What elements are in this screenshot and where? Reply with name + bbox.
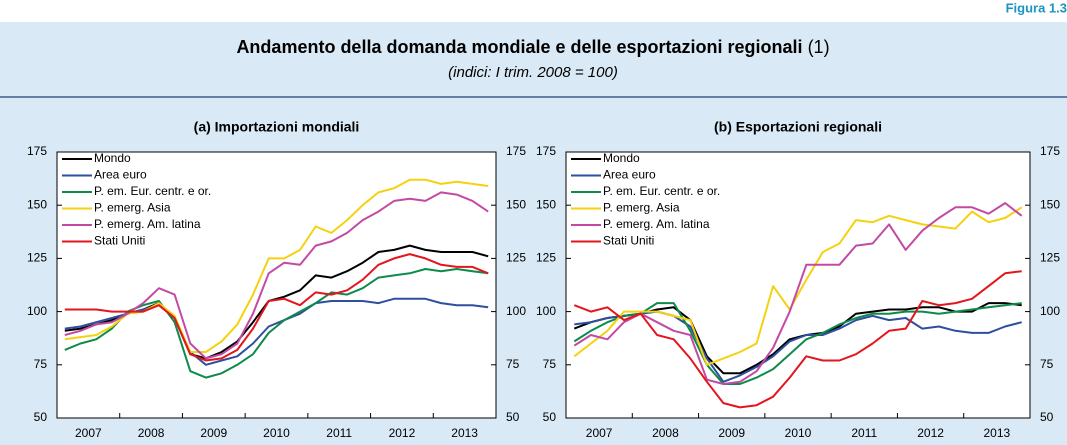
y-tick-label-right: 100 [506, 304, 526, 318]
y-tick-label: 100 [27, 304, 47, 318]
plot-area [565, 151, 1031, 419]
y-tick-label: 50 [34, 410, 48, 424]
x-tick-label: 2011 [326, 426, 352, 440]
series-line [573, 206, 1023, 366]
legend-label: Area euro [603, 168, 656, 182]
x-tick-label: 2011 [851, 426, 877, 440]
series-line [64, 191, 489, 360]
title-note: (1) [808, 37, 830, 57]
y-tick-label: 175 [536, 144, 556, 158]
legend-label: Area euro [94, 168, 147, 182]
title-main: Andamento della domanda mondiale e delle… [236, 37, 802, 57]
x-tick-label: 2010 [785, 426, 812, 440]
x-tick-label: 2009 [200, 426, 227, 440]
x-tick-label: 2008 [652, 426, 679, 440]
y-tick-label-right: 50 [1040, 410, 1054, 424]
legend-label: P. emerg. Am. latina [94, 217, 201, 231]
legend-label: P. emerg. Am. latina [603, 217, 710, 231]
y-tick-label: 150 [536, 197, 556, 211]
y-tick-label-right: 100 [1040, 304, 1060, 318]
y-tick-label-right: 50 [506, 410, 520, 424]
legend-label: Stati Uniti [94, 234, 145, 248]
y-tick-label-right: 125 [1040, 251, 1060, 265]
y-tick-label-right: 125 [506, 251, 526, 265]
series-line [573, 270, 1022, 409]
y-tick-label: 100 [536, 304, 556, 318]
legend-label: Mondo [603, 151, 640, 165]
legend-label: P. em. Eur. centr. e or. [94, 184, 211, 198]
y-tick-label: 75 [543, 357, 557, 371]
y-tick-label-right: 150 [506, 197, 526, 211]
legend-label: P. emerg. Asia [94, 201, 171, 215]
x-tick-label: 2013 [984, 426, 1011, 440]
plot-area [56, 151, 497, 419]
y-tick-label: 125 [536, 251, 556, 265]
x-tick-label: 2012 [917, 426, 944, 440]
x-tick-label: 2010 [263, 426, 290, 440]
figure-title: Andamento della domanda mondiale e delle… [236, 37, 829, 57]
y-tick-label: 75 [34, 357, 48, 371]
y-tick-label-right: 175 [506, 144, 526, 158]
x-tick-label: 2007 [75, 426, 102, 440]
series-line [574, 310, 1022, 383]
y-tick-label: 175 [27, 144, 47, 158]
legend-label: Stati Uniti [603, 234, 654, 248]
x-tick-label: 2013 [451, 426, 478, 440]
panel-title: (b) Esportazioni regionali [714, 119, 882, 135]
y-tick-label-right: 75 [1040, 357, 1054, 371]
y-tick-label: 50 [543, 410, 557, 424]
series-line [573, 302, 1022, 385]
y-tick-label: 125 [27, 251, 47, 265]
y-tick-label-right: 175 [1040, 144, 1060, 158]
panel-title: (a) Importazioni mondiali [194, 119, 360, 135]
y-tick-label: 150 [27, 197, 47, 211]
figure-subtitle: (indici: I trim. 2008 = 100) [448, 64, 618, 81]
x-tick-label: 2007 [586, 426, 613, 440]
series-line [573, 202, 1023, 385]
series-line [64, 253, 489, 362]
figure-label: Figura 1.3 [1006, 0, 1067, 15]
x-tick-label: 2012 [389, 426, 416, 440]
legend-label: P. em. Eur. centr. e or. [603, 184, 720, 198]
x-tick-label: 2008 [138, 426, 165, 440]
y-tick-label-right: 75 [506, 357, 520, 371]
x-tick-label: 2009 [718, 426, 745, 440]
legend-label: Mondo [94, 151, 131, 165]
legend-label: P. emerg. Asia [603, 201, 680, 215]
series-line [64, 178, 489, 353]
y-tick-label-right: 150 [1040, 197, 1060, 211]
